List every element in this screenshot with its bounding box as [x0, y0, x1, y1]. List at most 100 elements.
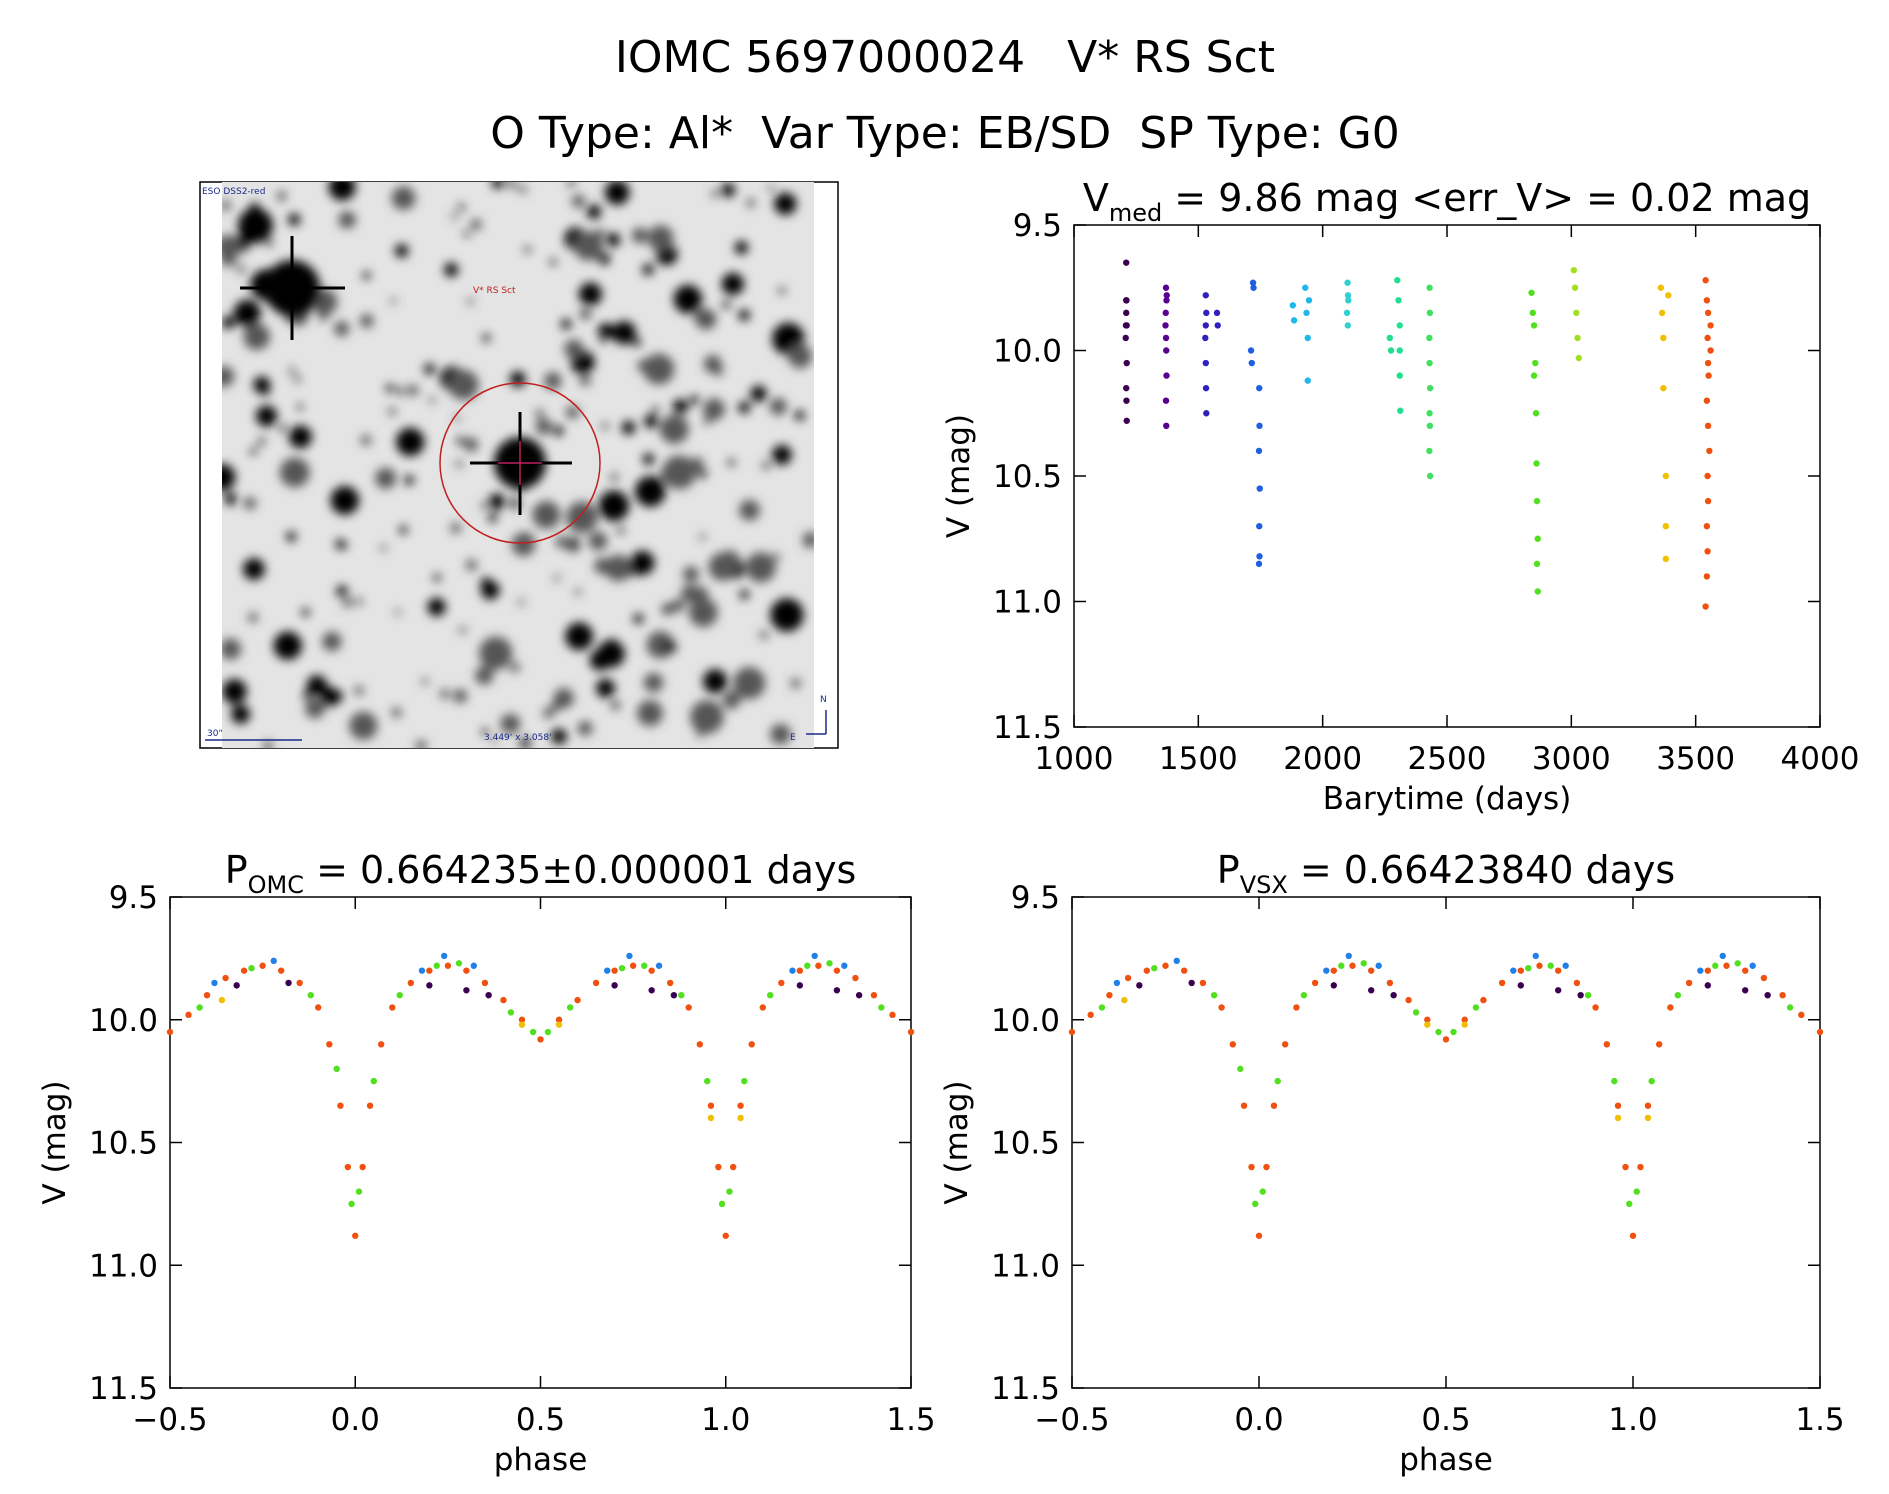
data-point — [1368, 987, 1375, 994]
star-blob — [630, 550, 655, 575]
data-point — [852, 974, 859, 982]
data-point — [1123, 297, 1130, 304]
data-point — [1122, 334, 1129, 342]
star-blob — [279, 457, 310, 488]
data-point — [1707, 347, 1714, 354]
data-point — [1113, 979, 1121, 987]
data-point — [1704, 472, 1711, 480]
data-point — [648, 987, 655, 994]
data-point — [1330, 967, 1338, 974]
data-point — [707, 1102, 715, 1109]
x-tick-label: −0.5 — [1034, 1402, 1109, 1438]
data-point — [1396, 347, 1403, 354]
data-point — [307, 992, 314, 999]
data-point — [804, 962, 811, 969]
data-point — [1151, 964, 1158, 972]
data-point — [485, 992, 492, 999]
star-blob — [467, 298, 474, 305]
data-point — [1534, 535, 1541, 542]
data-point — [529, 1028, 537, 1036]
data-point — [648, 967, 655, 974]
star-blob — [612, 320, 636, 345]
data-point — [1534, 588, 1541, 595]
star-blob — [564, 339, 584, 359]
data-point — [1202, 334, 1209, 342]
data-point — [1435, 1028, 1442, 1036]
star-blob — [391, 707, 402, 718]
data-point — [359, 1163, 366, 1171]
data-point — [641, 962, 648, 969]
star-blob — [375, 467, 397, 489]
star-blob — [770, 723, 791, 745]
data-point — [1123, 259, 1130, 266]
data-point — [1555, 987, 1562, 994]
data-point — [1498, 979, 1506, 987]
star-blob — [634, 476, 666, 507]
star-blob — [506, 182, 517, 189]
data-point — [377, 1041, 385, 1048]
data-point — [463, 967, 470, 974]
data-point — [500, 996, 507, 1004]
x-tick-label: 3000 — [1532, 741, 1611, 777]
star-blob — [578, 282, 602, 306]
x-tick-label: 0.5 — [1421, 1402, 1470, 1438]
data-point — [1106, 992, 1113, 999]
star-blob — [589, 649, 611, 671]
data-point — [1395, 297, 1402, 304]
star-blob — [690, 457, 704, 470]
star-blob — [703, 355, 722, 373]
data-point — [1311, 979, 1319, 987]
data-point — [1396, 322, 1403, 329]
data-point — [233, 982, 240, 989]
star-blob — [453, 689, 468, 703]
star-blob — [790, 678, 801, 689]
data-point — [1657, 284, 1665, 291]
data-point — [1202, 322, 1209, 329]
data-point — [1323, 967, 1330, 974]
star-blob — [692, 586, 709, 602]
data-point — [1199, 979, 1207, 987]
data-point — [737, 1102, 744, 1109]
star-blob — [571, 194, 586, 208]
star-blob — [673, 284, 703, 314]
star-blob — [338, 211, 356, 229]
data-point — [670, 992, 678, 999]
data-point — [1571, 284, 1579, 291]
data-point — [1405, 996, 1412, 1004]
star-blob — [305, 698, 325, 719]
data-point — [1704, 967, 1712, 974]
data-point — [1343, 309, 1351, 317]
x-axis-label: Barytime (days) — [1323, 781, 1572, 817]
star-blob — [394, 244, 409, 258]
data-point — [1533, 460, 1540, 467]
star-blob — [596, 678, 615, 698]
data-point — [1087, 1011, 1094, 1019]
data-point — [1704, 497, 1712, 505]
star-blob — [264, 741, 273, 748]
star-blob — [511, 532, 536, 557]
star-blob — [457, 437, 465, 445]
data-point — [277, 967, 285, 974]
data-point — [1573, 309, 1580, 317]
data-point — [344, 1163, 352, 1171]
data-point — [355, 1188, 363, 1195]
star-blob — [303, 691, 313, 700]
data-point — [1723, 962, 1730, 969]
star-blob — [703, 715, 716, 728]
y-tick-label: 9.5 — [109, 880, 158, 916]
star-blob — [569, 537, 579, 547]
star-blob — [508, 496, 522, 510]
y-tick-label: 10.5 — [993, 459, 1062, 495]
star-blob — [236, 232, 252, 249]
data-point — [566, 1004, 574, 1011]
star-blob — [642, 263, 654, 276]
data-point — [833, 987, 841, 994]
data-point — [1394, 277, 1401, 284]
data-point — [348, 1200, 355, 1208]
data-point — [1240, 1102, 1248, 1109]
star-blob — [568, 182, 575, 187]
data-point — [1281, 1041, 1289, 1048]
data-point — [296, 979, 303, 987]
star-blob — [491, 736, 498, 743]
star-blob — [354, 685, 364, 696]
